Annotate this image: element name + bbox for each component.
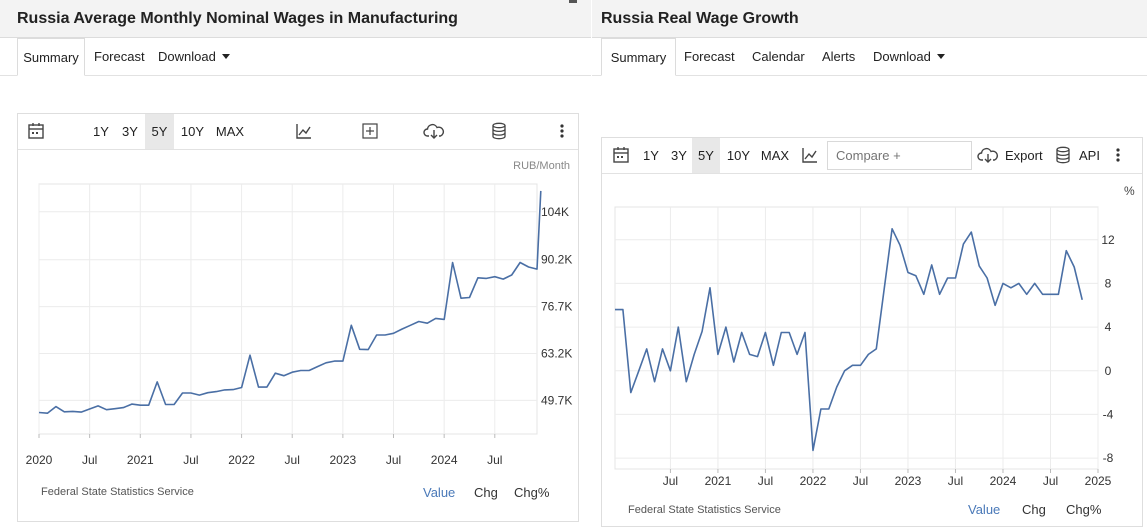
right-x-tick-label: 2024 — [990, 474, 1017, 488]
right-title-bar: Russia Real Wage Growth — [592, 0, 1147, 38]
left-mode-chg-pct[interactable]: Chg% — [514, 485, 550, 500]
left-plot-frame — [38, 183, 538, 435]
right-x-tick-label: 2022 — [800, 474, 827, 488]
right-chart-panel: Russia Real Wage Growth Summary Forecast… — [592, 0, 1147, 530]
right-chart-toolbar: 1Y 3Y 5Y 10Y MAX Export API — [602, 138, 1142, 174]
right-chart-container: 1Y 3Y 5Y 10Y MAX Export API % -8 -4 0 4 8 12 J… — [601, 137, 1143, 527]
cloud-download-icon[interactable] — [423, 122, 445, 145]
right-y-tick-label: -8 — [1103, 451, 1114, 465]
database-icon[interactable] — [491, 122, 507, 145]
right-tab-alerts[interactable]: Alerts — [822, 49, 856, 64]
left-chart-toolbar: 1Y 3Y 5Y 10Y MAX — [18, 114, 578, 150]
chevron-down-icon — [221, 53, 230, 59]
more-vertical-icon[interactable] — [559, 122, 565, 145]
left-x-tick-label: Jul — [285, 453, 300, 467]
api-button[interactable]: API — [1079, 148, 1100, 163]
left-range-max[interactable]: MAX — [215, 124, 245, 139]
right-source-label: Federal State Statistics Service — [628, 504, 781, 516]
left-x-tick-label: Jul — [487, 453, 502, 467]
left-source-label: Federal State Statistics Service — [41, 486, 194, 498]
right-x-tick-label: Jul — [853, 474, 868, 488]
left-range-5y[interactable]: 5Y — [145, 114, 174, 149]
right-range-3y[interactable]: 3Y — [671, 148, 687, 163]
right-tab-summary[interactable]: Summary — [601, 38, 676, 76]
right-x-tick-label: 2021 — [705, 474, 732, 488]
left-mode-chg[interactable]: Chg — [474, 485, 498, 500]
left-x-tick-label: Jul — [82, 453, 97, 467]
left-y-tick-label: 90.2K — [541, 253, 572, 267]
chevron-down-icon — [936, 53, 945, 59]
right-x-tick-label: Jul — [663, 474, 678, 488]
left-tab-bar: Summary Forecast Download — [0, 38, 591, 76]
left-title-bar: Russia Average Monthly Nominal Wages in … — [0, 0, 591, 38]
left-x-tick-label: 2020 — [26, 453, 53, 467]
left-y-tick-label: 76.7K — [541, 300, 572, 314]
calendar-icon[interactable] — [27, 122, 45, 145]
left-y-tick-label: 49.7K — [541, 393, 572, 407]
right-range-max[interactable]: MAX — [760, 148, 790, 163]
right-y-tick-label: 0 — [1105, 364, 1112, 378]
left-tab-download-label: Download — [158, 49, 216, 64]
left-chart-plot: 49.7K 63.2K 76.7K 90.2K 104K 2020 Jul 2021 Jul 20… — [26, 183, 572, 467]
left-x-tick-label: 2022 — [228, 453, 255, 467]
left-y-tick-label: 63.2K — [541, 346, 572, 360]
left-tab-forecast[interactable]: Forecast — [94, 49, 145, 64]
export-button[interactable]: Export — [1005, 148, 1043, 163]
right-x-tick-label: 2023 — [895, 474, 922, 488]
left-x-tick-label: 2024 — [431, 453, 458, 467]
left-x-tick-label: 2021 — [127, 453, 154, 467]
database-icon[interactable] — [1055, 146, 1071, 169]
divider-mark — [569, 0, 577, 3]
right-range-10y[interactable]: 10Y — [726, 148, 751, 163]
right-x-tick-label: Jul — [1043, 474, 1058, 488]
right-plot-frame — [614, 206, 1099, 470]
right-series-line[interactable] — [615, 228, 1083, 452]
left-mode-value[interactable]: Value — [423, 485, 456, 500]
left-tab-download[interactable]: Download — [158, 38, 230, 76]
right-y-tick-label: 8 — [1105, 276, 1112, 290]
left-chart-container: 1Y 3Y 5Y 10Y MAX RUB/Month 49.7K 63.2K 76.… — [17, 113, 579, 522]
right-y-tick-label: -4 — [1103, 407, 1114, 421]
right-x-tick-label: Jul — [758, 474, 773, 488]
right-mode-chg[interactable]: Chg — [1022, 502, 1046, 517]
left-range-3y[interactable]: 3Y — [122, 124, 138, 139]
right-range-1y[interactable]: 1Y — [643, 148, 659, 163]
more-vertical-icon[interactable] — [1115, 146, 1121, 169]
plus-square-icon[interactable] — [361, 122, 379, 145]
right-mode-chg-pct[interactable]: Chg% — [1066, 502, 1102, 517]
right-page-title: Russia Real Wage Growth — [601, 10, 799, 27]
calendar-icon[interactable] — [612, 146, 630, 169]
left-range-10y[interactable]: 10Y — [180, 124, 205, 139]
right-chart-plot: -8 -4 0 4 8 12 Jul 2021 Jul 2022 Jul 2023 Jul 2024 Jul… — [614, 206, 1115, 488]
right-mode-value[interactable]: Value — [968, 502, 1001, 517]
left-y-tick-label: 104K — [541, 205, 569, 219]
left-x-tick-label: 2023 — [330, 453, 357, 467]
right-tab-download-label: Download — [873, 49, 931, 64]
left-tab-summary[interactable]: Summary — [17, 38, 85, 76]
right-tab-forecast[interactable]: Forecast — [684, 49, 735, 64]
right-x-tick-label: Jul — [948, 474, 963, 488]
right-tab-download[interactable]: Download — [873, 38, 945, 76]
left-x-tick-label: Jul — [386, 453, 401, 467]
line-chart-icon[interactable] — [295, 122, 313, 145]
right-y-tick-label: 4 — [1105, 320, 1112, 334]
left-unit-label: RUB/Month — [513, 160, 570, 172]
right-unit-label: % — [1124, 184, 1135, 198]
left-page-title: Russia Average Monthly Nominal Wages in … — [17, 10, 458, 27]
compare-input[interactable] — [827, 141, 972, 170]
left-chart-panel: Russia Average Monthly Nominal Wages in … — [0, 0, 591, 522]
right-tab-calendar[interactable]: Calendar — [752, 49, 805, 64]
left-x-tick-label: Jul — [183, 453, 198, 467]
line-chart-icon[interactable] — [801, 146, 819, 169]
right-tab-bar: Summary Forecast Calendar Alerts Downloa… — [592, 38, 1147, 76]
right-x-tick-label: 2025 — [1085, 474, 1112, 488]
left-range-1y[interactable]: 1Y — [93, 124, 109, 139]
cloud-download-icon[interactable] — [977, 146, 999, 169]
right-y-tick-label: 12 — [1101, 233, 1115, 247]
right-range-5y[interactable]: 5Y — [692, 138, 720, 173]
left-series-line[interactable] — [38, 190, 542, 414]
